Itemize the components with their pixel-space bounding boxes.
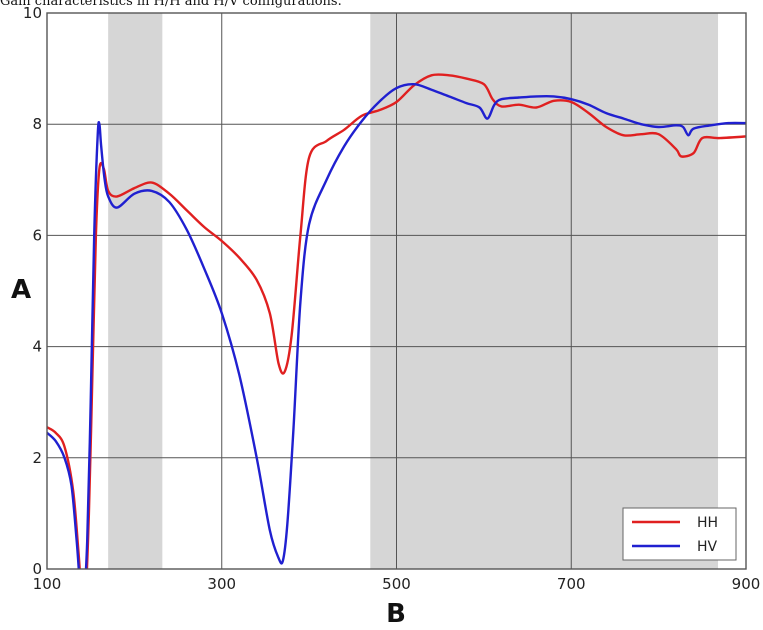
legend: HH HV: [622, 507, 737, 561]
plot-frame: [46, 12, 747, 570]
y-tick-label: 6: [32, 226, 42, 244]
y-tick-label: 10: [23, 4, 42, 22]
x-axis-label: B: [386, 599, 406, 629]
y-tick-label: 0: [32, 560, 42, 578]
tick-labels: 0 2 4 6 8 10 100 300 500 700 900: [23, 4, 760, 593]
legend-label-hv: HV: [697, 539, 718, 555]
series-line-hh: [47, 73, 746, 569]
series-line-hv: [47, 82, 746, 569]
y-axis-label: A: [11, 275, 31, 305]
legend-box: [622, 507, 737, 561]
series-layer: [47, 73, 746, 569]
legend-label-hh: HH: [697, 515, 718, 531]
y-tick-label: 2: [32, 449, 42, 467]
x-tick-label: 700: [557, 575, 586, 593]
x-tick-label: 300: [207, 575, 236, 593]
y-tick-label: 8: [32, 115, 42, 133]
shaded-bands: [108, 13, 719, 569]
y-tick-label: 4: [32, 338, 42, 356]
x-tick-label: 100: [33, 575, 62, 593]
shaded-band-1: [108, 13, 163, 569]
x-tick-label: 900: [732, 575, 761, 593]
figure-caption: Gain characteristics in H/H and H/V conf…: [0, 0, 342, 9]
x-tick-label: 500: [382, 575, 411, 593]
